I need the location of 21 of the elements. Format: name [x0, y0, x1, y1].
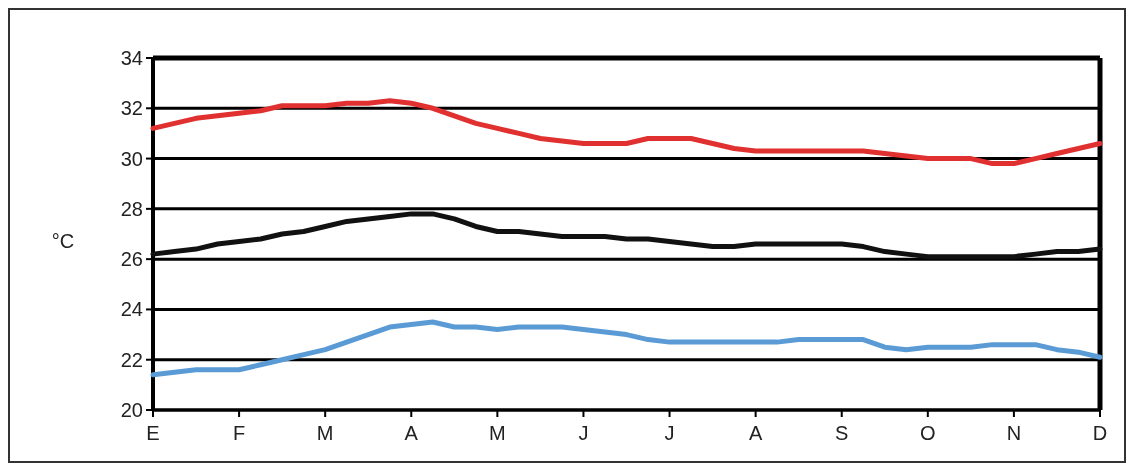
y-tick-label: 20 [120, 399, 143, 421]
y-axis-title: °C [51, 230, 75, 252]
y-tick-label: 26 [120, 248, 143, 271]
x-tick-label: E [146, 422, 160, 444]
y-tick-label: 24 [120, 298, 143, 321]
y-tick-label: 30 [120, 147, 143, 170]
x-tick-label: M [489, 422, 506, 444]
x-tick-label: J [664, 422, 675, 444]
y-tick-label: 28 [120, 197, 143, 220]
x-tick-label: O [920, 422, 936, 444]
x-tick-label: F [232, 422, 246, 444]
x-tick-label: N [1006, 422, 1022, 444]
x-tick-label: J [578, 422, 589, 444]
x-tick-label: A [748, 422, 763, 444]
y-tick-label: 22 [120, 348, 143, 371]
x-tick-label: S [835, 422, 849, 444]
x-tick-label: D [1092, 422, 1108, 444]
y-tick-label: 34 [120, 47, 143, 69]
x-tick-label: M [316, 422, 334, 444]
y-tick-label: 32 [120, 97, 143, 120]
x-tick-label: A [404, 422, 419, 444]
